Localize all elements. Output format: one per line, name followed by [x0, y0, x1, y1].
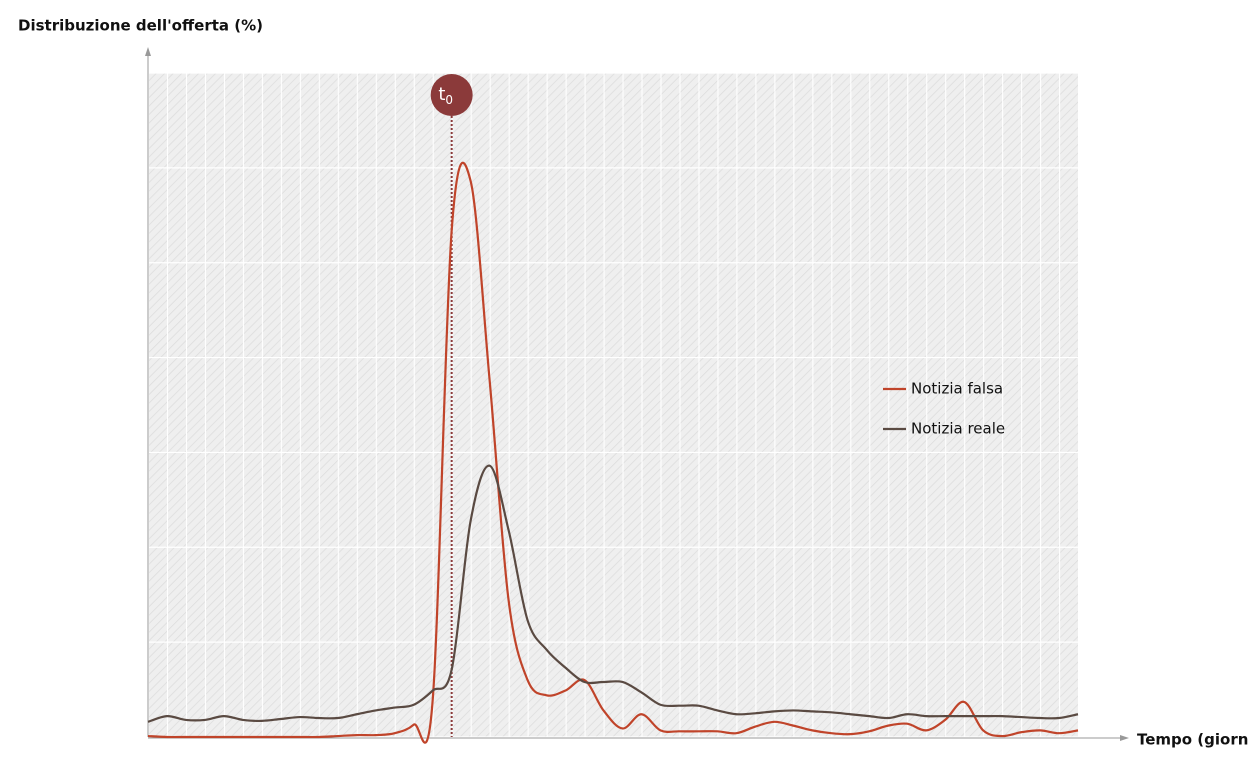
legend-label: Notizia falsa	[911, 380, 1003, 398]
annotation-label: t0	[438, 84, 453, 107]
legend-label: Notizia reale	[911, 420, 1005, 438]
series-line	[147, 161, 1079, 744]
annotation-text: t	[438, 84, 445, 105]
vertical-grid	[148, 73, 1078, 737]
x-axis-label: Tempo (giorni)	[1137, 731, 1248, 749]
x-axis-arrow	[1120, 735, 1129, 741]
annotation-marker	[430, 74, 473, 116]
y-axis-label: Distribuzione dell'offerta (%)	[18, 17, 263, 35]
annotation-subscript: 0	[445, 93, 453, 107]
y-axis-arrow	[145, 47, 151, 56]
series-line	[147, 464, 1079, 723]
